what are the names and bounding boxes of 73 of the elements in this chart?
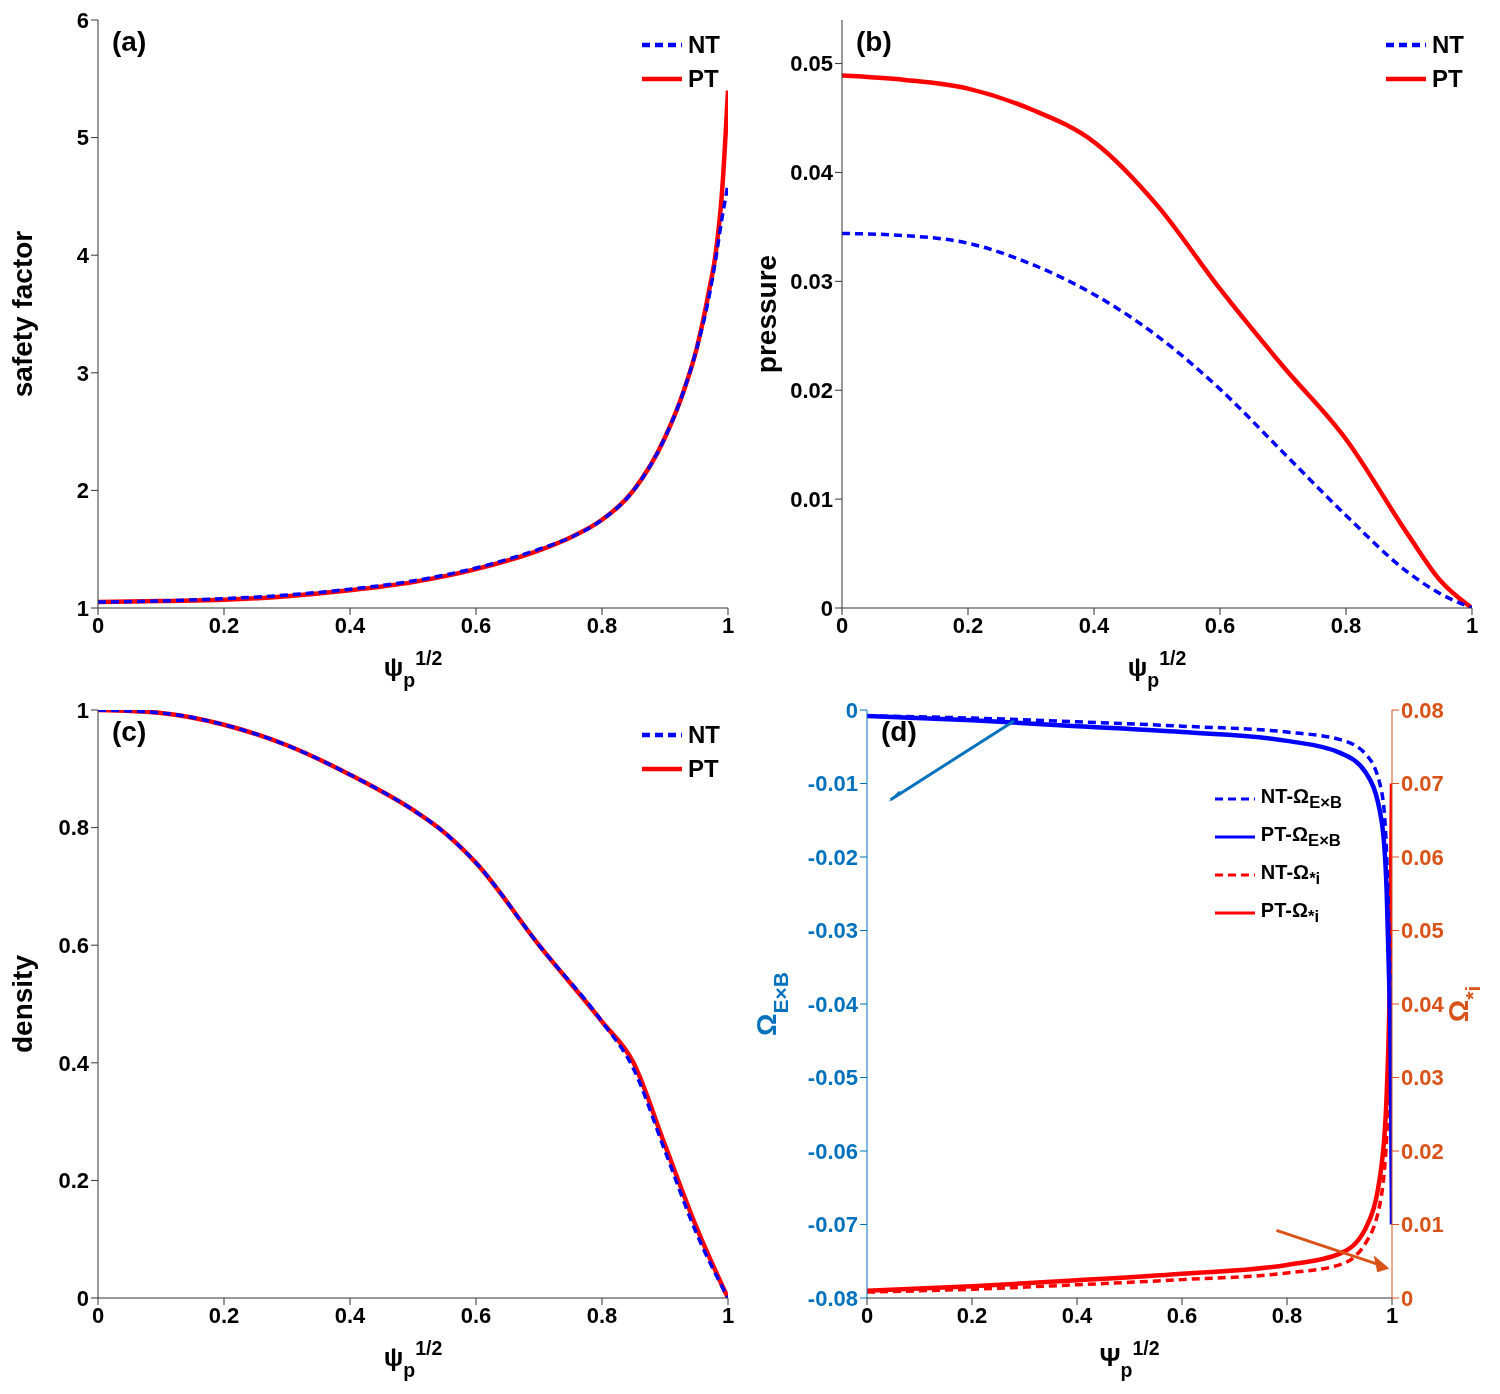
x-tick-label: 0.4 [1061, 1302, 1094, 1328]
x-tick-label: 1 [721, 612, 735, 638]
legend-label: NT [688, 721, 720, 749]
x-tick-label: 0.8 [1271, 1302, 1303, 1328]
x-tick-label: 1 [1465, 612, 1479, 638]
y-tick-label: 1 [76, 595, 89, 621]
y-tick-label: 2 [76, 478, 89, 504]
y-tick-label: 0.8 [58, 815, 89, 841]
y-tick-label: 3 [76, 360, 89, 386]
x-tick-label: 0.8 [1330, 612, 1362, 638]
y-tick-label: -0.02 [807, 844, 858, 870]
x-tick-label: 0.6 [460, 1302, 492, 1328]
x-tick-label: 0.4 [334, 612, 367, 638]
x-tick-label: 0.8 [586, 1302, 618, 1328]
y-tick-label: 0.2 [58, 1168, 89, 1194]
y-tick-label: 0.01 [790, 486, 833, 512]
y-axis-title: pressure [751, 254, 782, 374]
y-tick-label: -0.06 [807, 1138, 858, 1164]
y2-tick-label: 0.04 [1401, 991, 1445, 1017]
y2-tick-label: 0.05 [1401, 918, 1444, 944]
x-tick-label: 0.6 [1204, 612, 1236, 638]
y-tick-label: -0.01 [807, 771, 858, 797]
y-axis-title: safety factor [7, 230, 38, 398]
y-tick-label: 0 [820, 595, 833, 621]
annotation: (b) [856, 26, 892, 58]
legend-label: NT [688, 31, 720, 59]
x-tick-label: 1 [1385, 1302, 1399, 1328]
y2-tick-label: 0.08 [1401, 697, 1444, 723]
y-tick-label: 1 [76, 697, 89, 723]
y-tick-label: -0.05 [807, 1065, 858, 1091]
x-tick-label: 0.2 [208, 1302, 240, 1328]
y-tick-label: 0 [845, 697, 858, 723]
legend-label: NT-Ω$_{E×B}$ [1260, 785, 1342, 813]
x-tick-label: 0.2 [208, 612, 240, 638]
x-tick-label: 0.2 [956, 1302, 988, 1328]
y-tick-label: 0.02 [790, 378, 833, 404]
annotation: (a) [112, 26, 147, 58]
legend-label: NT [1432, 31, 1464, 59]
y-tick-label: 4 [76, 243, 90, 269]
y2-tick-label: 0.03 [1401, 1065, 1444, 1091]
y-tick-label: -0.03 [807, 918, 858, 944]
x-tick-label: 0.6 [1166, 1302, 1198, 1328]
legend-label: PT [688, 65, 719, 93]
y-tick-label: -0.07 [807, 1212, 858, 1238]
y2-tick-label: 0.06 [1401, 844, 1444, 870]
y-tick-label: 0.6 [58, 933, 89, 959]
y-tick-label: 0.4 [58, 1050, 90, 1076]
y2-tick-label: 0 [1401, 1285, 1414, 1311]
y2-tick-label: 0.07 [1401, 771, 1444, 797]
legend-label: NT-Ω$_{*i}$ [1260, 861, 1321, 889]
x-tick-label: 0.4 [334, 1302, 367, 1328]
legend-label: PT-Ω$_{*i}$ [1260, 899, 1320, 927]
y-tick-label: 5 [76, 125, 89, 151]
legend-label: PT [1432, 65, 1463, 93]
x-tick-label: 0.8 [586, 612, 618, 638]
y-tick-label: -0.08 [807, 1285, 858, 1311]
legend-label: PT-Ω$_{E×B}$ [1260, 823, 1341, 851]
y-tick-label: 0.05 [790, 51, 833, 77]
y-tick-label: 0 [76, 1285, 89, 1311]
y2-tick-label: 0.02 [1401, 1138, 1444, 1164]
y-tick-label: 0.03 [790, 269, 833, 295]
y-tick-label: 0.04 [790, 160, 834, 186]
x-tick-label: 0.6 [460, 612, 492, 638]
x-tick-label: 1 [721, 1302, 735, 1328]
y-tick-label: 6 [76, 7, 89, 33]
y-tick-label: -0.04 [807, 991, 859, 1017]
annotation: (c) [112, 716, 147, 748]
y-axis-title: density [7, 954, 38, 1054]
x-tick-label: 0.2 [952, 612, 984, 638]
y2-tick-label: 0.01 [1401, 1212, 1444, 1238]
legend-label: PT [688, 755, 719, 783]
x-tick-label: 0.4 [1078, 612, 1111, 638]
annotation: (d) [881, 716, 917, 748]
